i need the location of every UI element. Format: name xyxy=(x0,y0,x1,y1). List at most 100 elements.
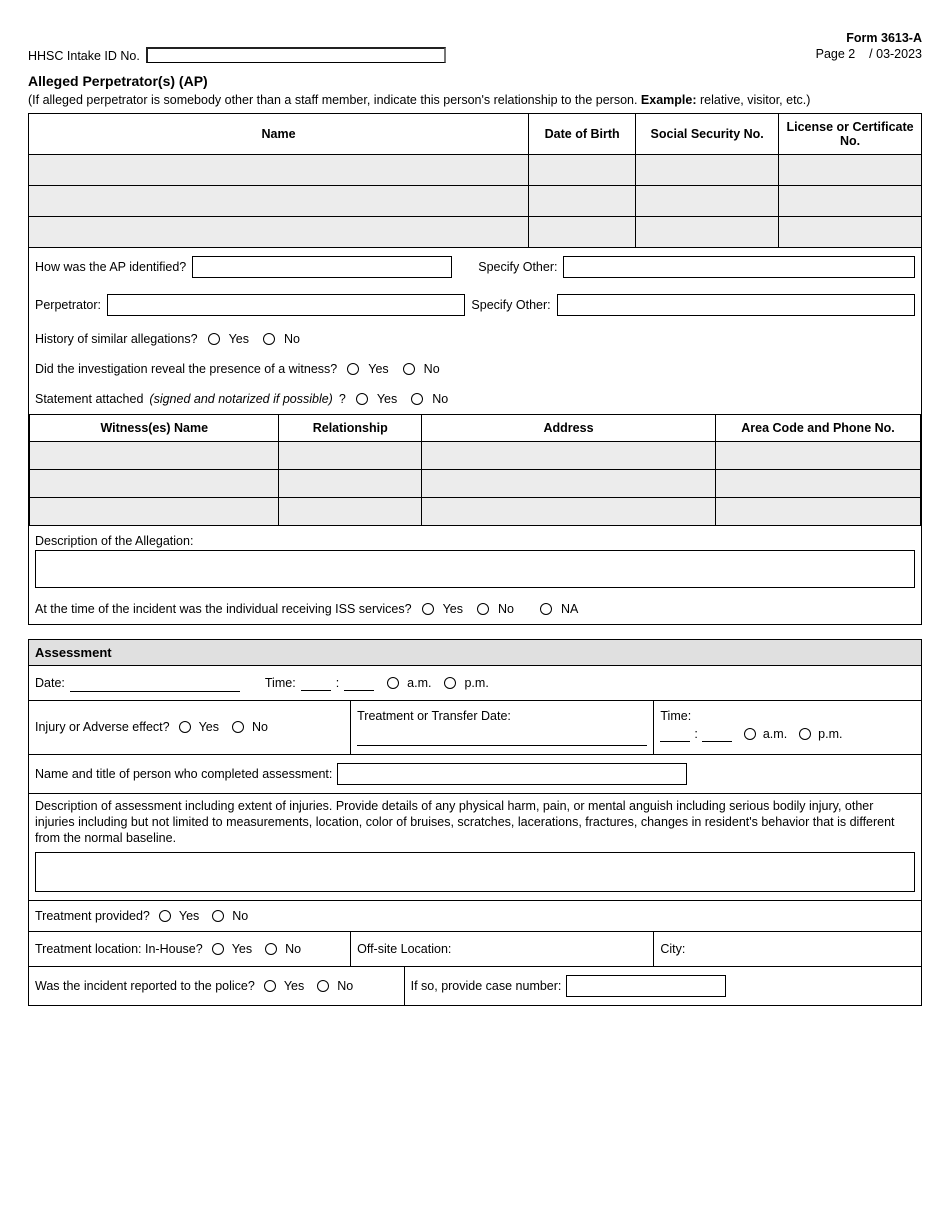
tp-yes-radio[interactable] xyxy=(159,910,171,922)
witness-name-input[interactable] xyxy=(35,448,273,463)
specify-other-input-2[interactable] xyxy=(557,294,915,316)
na-label: NA xyxy=(561,602,578,616)
pm-radio[interactable] xyxy=(444,677,456,689)
history-no-radio[interactable] xyxy=(263,333,275,345)
witness-col-rel: Relationship xyxy=(279,414,422,441)
ap-license-input[interactable] xyxy=(784,161,916,179)
ap-ssn-input[interactable] xyxy=(641,223,773,241)
injury-yes-radio[interactable] xyxy=(179,721,191,733)
witness-addr-input[interactable] xyxy=(427,476,710,491)
tl-yes-radio[interactable] xyxy=(212,943,224,955)
witness-phone-input[interactable] xyxy=(721,448,915,463)
no-label: No xyxy=(432,392,448,406)
specify-other-input[interactable] xyxy=(563,256,915,278)
time2-hr-input[interactable] xyxy=(660,726,690,742)
no-label: No xyxy=(424,362,440,376)
witness-phone-input[interactable] xyxy=(721,504,915,519)
am2-radio[interactable] xyxy=(744,728,756,740)
injury-row: Injury or Adverse effect? Yes No Treatme… xyxy=(29,701,921,755)
ap-section-title: Alleged Perpetrator(s) (AP) xyxy=(28,73,922,89)
statement-label-post: ? xyxy=(339,392,346,406)
tp-no-radio[interactable] xyxy=(212,910,224,922)
tl-no-radio[interactable] xyxy=(265,943,277,955)
witness-rel-input[interactable] xyxy=(284,504,416,519)
intake-id-input[interactable] xyxy=(146,47,446,63)
iss-no-radio[interactable] xyxy=(477,603,489,615)
witness-col-addr: Address xyxy=(422,414,716,441)
ap-identified-input[interactable] xyxy=(192,256,452,278)
no-label: No xyxy=(498,602,514,616)
table-row xyxy=(30,497,921,525)
iss-na-radio[interactable] xyxy=(540,603,552,615)
witness-phone-input[interactable] xyxy=(721,476,915,491)
ap-identified-row: How was the AP identified? Specify Other… xyxy=(29,248,921,286)
no-label: No xyxy=(252,720,268,734)
table-row xyxy=(29,154,922,185)
witness-addr-input[interactable] xyxy=(427,448,710,463)
time-hr-input[interactable] xyxy=(301,675,331,691)
yes-label: Yes xyxy=(229,332,249,346)
witness-rel-input[interactable] xyxy=(284,448,416,463)
witness-rel-input[interactable] xyxy=(284,476,416,491)
perpetrator-input[interactable] xyxy=(107,294,465,316)
no-label: No xyxy=(285,942,301,956)
ap-col-ssn: Social Security No. xyxy=(636,113,779,154)
statement-no-radio[interactable] xyxy=(411,393,423,405)
police-no-radio[interactable] xyxy=(317,980,329,992)
ap-col-dob: Date of Birth xyxy=(529,113,636,154)
am-radio[interactable] xyxy=(387,677,399,689)
offsite-input[interactable] xyxy=(456,940,647,958)
ap-license-input[interactable] xyxy=(784,192,916,210)
perpetrator-label: Perpetrator: xyxy=(35,298,101,312)
ap-instruction-bold: Example: xyxy=(641,93,697,107)
table-row xyxy=(29,216,922,247)
witness-no-radio[interactable] xyxy=(403,363,415,375)
witness-name-input[interactable] xyxy=(35,476,273,491)
ap-dob-input[interactable] xyxy=(534,192,630,210)
yes-label: Yes xyxy=(179,909,199,923)
police-yes-radio[interactable] xyxy=(264,980,276,992)
assessor-input[interactable] xyxy=(337,763,687,785)
page-label: Page 2 xyxy=(816,47,856,61)
ap-ssn-input[interactable] xyxy=(641,161,773,179)
assessor-row: Name and title of person who completed a… xyxy=(29,755,921,794)
page-header: HHSC Intake ID No. Form 3613-A Page 2 / … xyxy=(28,30,922,63)
perpetrator-row: Perpetrator: Specify Other: xyxy=(29,286,921,324)
ap-dob-input[interactable] xyxy=(534,161,630,179)
ap-name-input[interactable] xyxy=(34,161,523,179)
allegation-desc-input[interactable] xyxy=(35,550,915,588)
case-no-input[interactable] xyxy=(566,975,726,997)
ap-col-name: Name xyxy=(29,113,529,154)
ap-dob-input[interactable] xyxy=(534,223,630,241)
witness-name-input[interactable] xyxy=(35,504,273,519)
history-yes-radio[interactable] xyxy=(208,333,220,345)
ap-name-input[interactable] xyxy=(34,223,523,241)
ap-ssn-input[interactable] xyxy=(641,192,773,210)
city-input[interactable] xyxy=(690,940,915,958)
witness-table: Witness(es) Name Relationship Address Ar… xyxy=(29,414,921,526)
table-row xyxy=(30,441,921,469)
ap-name-input[interactable] xyxy=(34,192,523,210)
time2-min-input[interactable] xyxy=(702,726,732,742)
iss-yes-radio[interactable] xyxy=(422,603,434,615)
time-min-input[interactable] xyxy=(344,675,374,691)
ap-license-input[interactable] xyxy=(784,223,916,241)
statement-yes-radio[interactable] xyxy=(356,393,368,405)
ap-col-license: License or Certificate No. xyxy=(779,113,922,154)
treatment-date-input[interactable] xyxy=(357,728,647,746)
assessment-date-input[interactable] xyxy=(70,674,240,692)
injury-label: Injury or Adverse effect? xyxy=(35,720,170,734)
no-label: No xyxy=(284,332,300,346)
intake-id-label: HHSC Intake ID No. xyxy=(28,49,140,63)
pm-label: p.m. xyxy=(464,676,488,690)
statement-label-pre: Statement attached xyxy=(35,392,143,406)
witness-addr-input[interactable] xyxy=(427,504,710,519)
pm2-radio[interactable] xyxy=(799,728,811,740)
ap-instruction-pre: (If alleged perpetrator is somebody othe… xyxy=(28,93,641,107)
offsite-label: Off-site Location: xyxy=(357,942,451,956)
police-label: Was the incident reported to the police? xyxy=(35,979,255,993)
witness-yes-radio[interactable] xyxy=(347,363,359,375)
assessment-desc-input[interactable] xyxy=(35,852,915,892)
assessment-datetime-row: Date: Time: : a.m. p.m. xyxy=(29,666,921,701)
injury-no-radio[interactable] xyxy=(232,721,244,733)
